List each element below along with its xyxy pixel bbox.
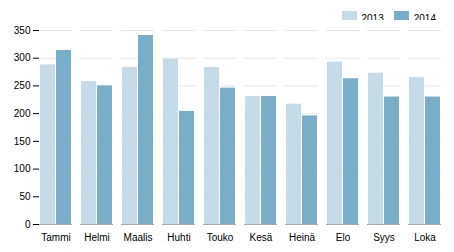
svg-text:Kesä: Kesä: [250, 232, 273, 243]
svg-text:300: 300: [14, 52, 31, 63]
svg-text:0: 0: [25, 219, 31, 230]
svg-text:100: 100: [14, 163, 31, 174]
svg-text:Tammi: Tammi: [41, 232, 70, 243]
html-text:2013: 2013: [361, 13, 384, 24]
svg-text:Elo: Elo: [336, 232, 351, 243]
svg-text:Syys: Syys: [373, 232, 395, 243]
svg-text:350: 350: [14, 25, 31, 36]
svg-text:Loka: Loka: [414, 232, 436, 243]
svg-text:Maalis: Maalis: [124, 232, 153, 243]
svg-text:250: 250: [14, 80, 31, 91]
svg-text:150: 150: [14, 136, 31, 147]
html-text:2014: 2014: [413, 13, 436, 24]
svg-text:Heinä: Heinä: [289, 232, 316, 243]
svg-text:Touko: Touko: [207, 232, 234, 243]
svg-text:Huhti: Huhti: [167, 232, 190, 243]
svg-text:200: 200: [14, 108, 31, 119]
svg-text:50: 50: [19, 191, 31, 202]
svg-text:Helmi: Helmi: [84, 232, 110, 243]
